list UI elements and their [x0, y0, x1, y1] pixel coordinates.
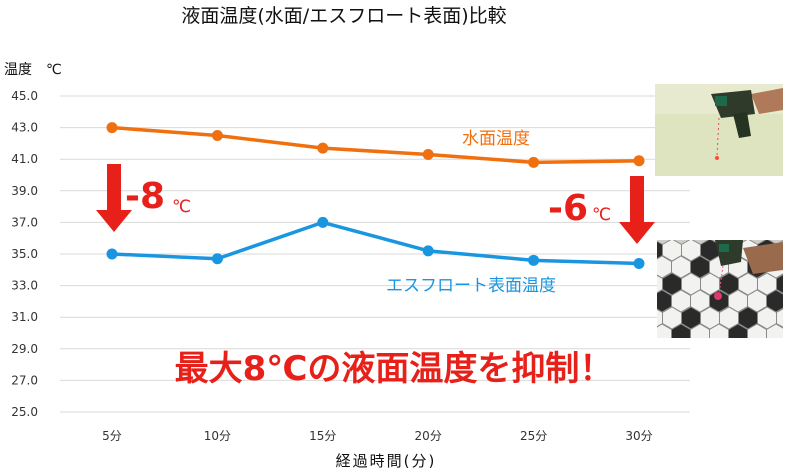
x-tick-label: 30分	[625, 429, 652, 443]
series-label-water: 水面温度	[462, 129, 530, 149]
data-point	[211, 130, 223, 141]
right-down-arrow	[619, 176, 655, 244]
y-axis-label: 温度 ℃	[4, 62, 62, 78]
y-tick-label: 45.0	[11, 89, 38, 103]
grid-lines	[60, 95, 690, 413]
thermometer-on-water-photo	[655, 84, 783, 176]
headline-text: 最大8℃の液面温度を抑制！	[175, 349, 614, 389]
y-tick-label: 27.0	[11, 373, 38, 387]
series-line-0	[111, 125, 640, 165]
data-point	[633, 257, 645, 269]
y-tick-label: 29.0	[11, 342, 38, 356]
left-diff-unit: ℃	[172, 197, 191, 217]
y-tick-label: 31.0	[11, 310, 38, 324]
x-tick-label: 15分	[309, 429, 336, 443]
chart-title: 液面温度(水面/エスフロート表面)比較	[181, 5, 506, 27]
series-label-float: エスフロート表面温度	[386, 276, 556, 296]
y-tick-label: 33.0	[11, 279, 38, 293]
x-tick-label: 20分	[415, 429, 442, 443]
data-point	[317, 142, 329, 154]
y-tick-label: 43.0	[11, 121, 38, 135]
data-point	[528, 156, 540, 168]
data-point	[211, 253, 223, 265]
x-tick-label: 25分	[520, 429, 547, 443]
series-line-1	[111, 220, 640, 266]
data-point	[422, 245, 434, 257]
y-tick-labels: 25.0 27.0 29.0 31.0 33.0 35.0 37.0 39.0 41.0 43.0…	[11, 89, 38, 419]
hex-float	[776, 274, 783, 294]
x-axis-label: 経過時間(分)	[336, 452, 437, 470]
thermometer-on-float-photo	[657, 240, 783, 338]
data-point	[106, 122, 118, 134]
hex-float	[776, 308, 783, 328]
hex-float	[766, 323, 783, 338]
y-tick-label: 35.0	[11, 247, 38, 261]
data-point	[528, 254, 540, 266]
x-tick-labels: 5分 10分 15分 20分 25分 30分	[102, 429, 652, 443]
left-down-arrow	[96, 164, 132, 232]
right-diff-value: -6	[548, 188, 588, 229]
right-diff-unit: ℃	[592, 205, 611, 225]
data-point	[633, 155, 645, 167]
x-tick-label: 5分	[102, 429, 122, 443]
data-point	[422, 148, 434, 160]
y-tick-label: 25.0	[11, 405, 38, 419]
x-tick-label: 10分	[204, 429, 231, 443]
left-diff-value: -8	[125, 176, 165, 217]
data-point	[317, 216, 329, 228]
y-tick-label: 37.0	[11, 215, 38, 229]
data-point	[106, 248, 118, 260]
y-tick-label: 39.0	[11, 184, 38, 198]
y-tick-label: 41.0	[11, 152, 38, 166]
